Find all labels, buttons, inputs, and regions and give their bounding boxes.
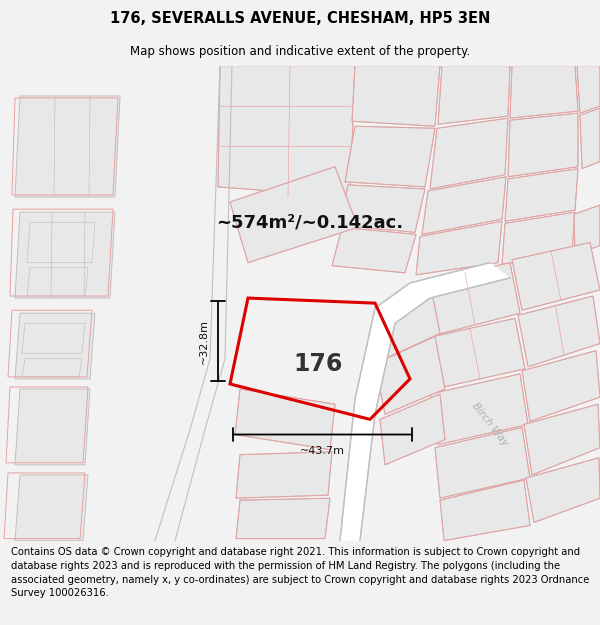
Polygon shape [422, 177, 506, 234]
Polygon shape [15, 313, 95, 379]
Polygon shape [375, 283, 440, 359]
Polygon shape [15, 475, 88, 541]
Polygon shape [22, 323, 85, 354]
Text: Contains OS data © Crown copyright and database right 2021. This information is : Contains OS data © Crown copyright and d… [11, 548, 589, 598]
Polygon shape [345, 126, 435, 187]
Polygon shape [352, 66, 440, 126]
Polygon shape [425, 318, 525, 389]
Polygon shape [518, 296, 600, 367]
Polygon shape [580, 108, 600, 169]
Polygon shape [27, 222, 95, 262]
Polygon shape [524, 404, 600, 475]
Text: ~43.7m: ~43.7m [300, 446, 345, 456]
Polygon shape [236, 498, 330, 539]
Polygon shape [430, 118, 508, 189]
Polygon shape [502, 212, 575, 265]
Polygon shape [15, 212, 115, 298]
Text: Birch Way: Birch Way [470, 401, 510, 448]
Polygon shape [510, 66, 578, 118]
Polygon shape [508, 113, 578, 177]
Polygon shape [435, 428, 530, 498]
Text: 176, SEVERALLS AVENUE, CHESHAM, HP5 3EN: 176, SEVERALLS AVENUE, CHESHAM, HP5 3EN [110, 11, 490, 26]
Polygon shape [440, 480, 530, 541]
Polygon shape [438, 66, 510, 124]
Polygon shape [15, 389, 90, 465]
Polygon shape [574, 205, 600, 254]
Polygon shape [235, 389, 335, 449]
Polygon shape [526, 458, 600, 522]
Polygon shape [27, 268, 88, 296]
Text: ~574m²/~0.142ac.: ~574m²/~0.142ac. [217, 213, 404, 231]
Text: Map shows position and indicative extent of the property.: Map shows position and indicative extent… [130, 45, 470, 58]
Polygon shape [15, 96, 120, 197]
Polygon shape [430, 374, 528, 444]
Polygon shape [22, 359, 82, 377]
Polygon shape [375, 336, 445, 414]
Polygon shape [512, 242, 600, 310]
Polygon shape [505, 169, 578, 221]
Polygon shape [577, 66, 600, 113]
Polygon shape [420, 262, 520, 336]
Polygon shape [416, 221, 502, 275]
Polygon shape [332, 228, 416, 272]
Text: ~32.8m: ~32.8m [199, 319, 209, 364]
Polygon shape [230, 167, 358, 262]
Polygon shape [340, 262, 510, 541]
Polygon shape [236, 452, 332, 498]
Polygon shape [380, 394, 445, 465]
Polygon shape [340, 185, 425, 232]
Polygon shape [218, 66, 355, 197]
Text: 176: 176 [293, 352, 343, 376]
Polygon shape [522, 351, 600, 421]
